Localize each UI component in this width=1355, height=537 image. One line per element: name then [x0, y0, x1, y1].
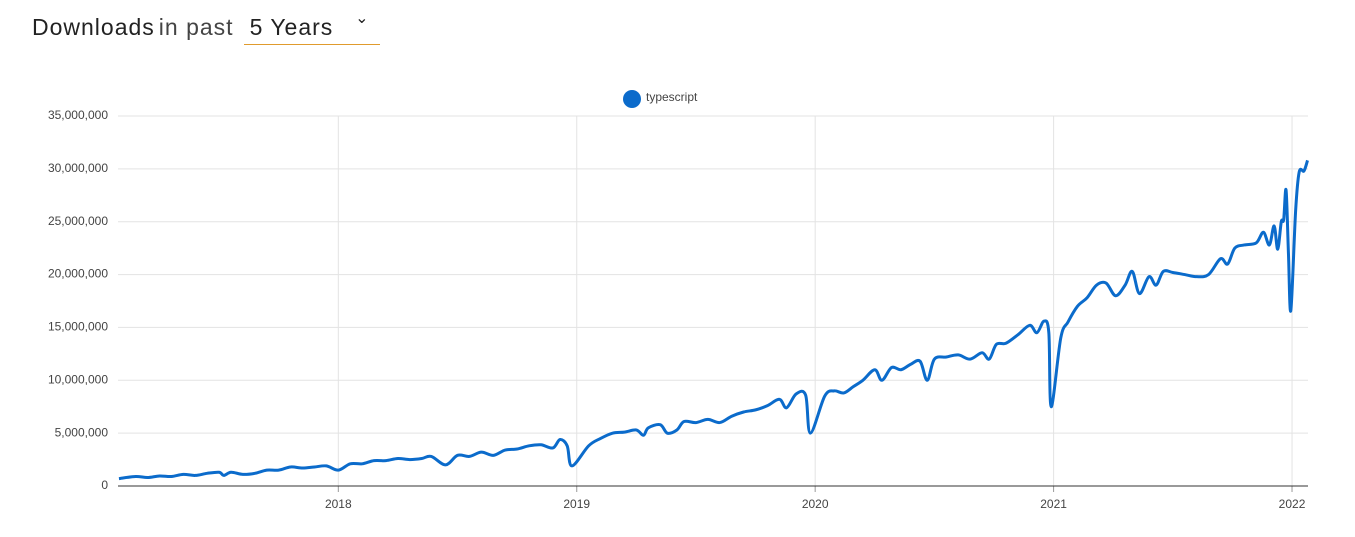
subtitle: in past [158, 14, 234, 40]
x-tick-label: 2020 [802, 497, 829, 511]
header: Downloads in past 5 Years [32, 8, 380, 45]
x-tick-label: 2018 [325, 497, 352, 511]
x-tick-label: 2021 [1040, 497, 1067, 511]
y-tick-label: 0 [101, 478, 108, 492]
y-tick-label: 30,000,000 [48, 161, 108, 175]
y-tick-label: 25,000,000 [48, 214, 108, 228]
y-tick-label: 20,000,000 [48, 267, 108, 281]
series-line [118, 159, 1309, 481]
legend-label: typescript [646, 90, 698, 104]
period-select[interactable]: 5 Years [243, 8, 380, 45]
x-tick-label: 2022 [1279, 497, 1306, 511]
y-tick-label: 35,000,000 [48, 108, 108, 122]
title: Downloads [32, 14, 155, 40]
y-tick-label: 10,000,000 [48, 372, 108, 386]
y-tick-label: 5,000,000 [55, 425, 109, 439]
y-tick-label: 15,000,000 [48, 320, 108, 334]
legend-swatch [623, 90, 641, 108]
x-tick-label: 2019 [563, 497, 590, 511]
